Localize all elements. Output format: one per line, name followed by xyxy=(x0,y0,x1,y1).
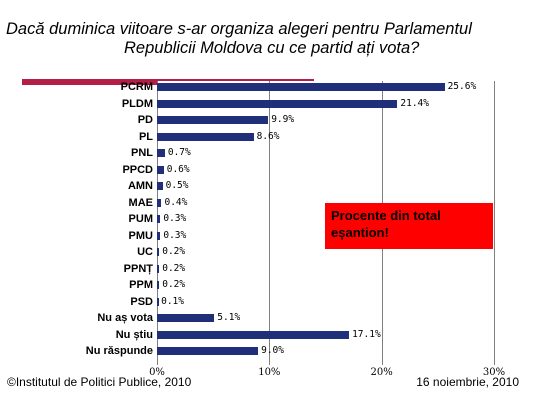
value-label: 0.7% xyxy=(167,147,191,158)
value-label: 9.0% xyxy=(261,345,284,356)
bar xyxy=(157,149,165,157)
category-label: PCRM xyxy=(120,81,153,93)
bar xyxy=(157,264,160,273)
category-label: Nu știu xyxy=(115,328,153,341)
category-label: PMU xyxy=(128,229,153,242)
value-label: 9.9% xyxy=(271,114,295,125)
footer-date: 16 noiembrie, 2010 xyxy=(416,375,519,389)
value-label: 0.4% xyxy=(164,196,188,208)
category-label: PPM xyxy=(129,279,153,291)
value-label: 21.4% xyxy=(400,97,429,109)
value-label: 17.1% xyxy=(352,328,381,340)
footer-source: ©Institutul de Politici Publice, 2010 xyxy=(7,375,192,389)
value-label: 0.6% xyxy=(166,163,190,175)
category-label: PD xyxy=(137,114,153,126)
category-label: PPCD xyxy=(122,163,153,176)
category-label: PUM xyxy=(128,213,153,225)
bar xyxy=(157,132,254,141)
callout-box: Procente din total eșantion! xyxy=(325,203,493,249)
title-line-2: Republicii Moldova cu ce partid ați vota… xyxy=(124,39,420,57)
chart-title: Dacă duminica viitoare s-ar organiza ale… xyxy=(6,20,528,58)
value-label: 0.2% xyxy=(162,246,186,257)
bar xyxy=(157,297,159,306)
category-label: Nu aș vota xyxy=(97,312,153,324)
category-label: AMN xyxy=(127,180,153,192)
category-label: PPNȚ xyxy=(123,262,153,275)
x-tick-label: 20% xyxy=(370,367,393,378)
title-line-1: Dacă duminica viitoare s-ar organiza ale… xyxy=(6,20,472,38)
bar xyxy=(157,182,163,190)
value-label: 0.2% xyxy=(162,279,186,290)
category-label: PNL xyxy=(131,147,153,159)
bar xyxy=(157,83,445,91)
bar xyxy=(157,248,160,256)
bar xyxy=(157,330,350,339)
x-tick-label: 30% xyxy=(482,367,506,378)
category-label: UC xyxy=(137,246,153,258)
bar xyxy=(157,198,162,207)
value-label: 0.5% xyxy=(165,180,189,191)
gridline xyxy=(157,81,158,365)
x-tick-label: 0% xyxy=(149,367,165,378)
value-label: 5.1% xyxy=(217,312,241,323)
x-tick-label: 10% xyxy=(258,367,281,378)
category-label: PL xyxy=(138,130,153,143)
bar xyxy=(157,165,164,174)
bar xyxy=(157,281,160,289)
bar xyxy=(157,99,398,108)
bar xyxy=(157,231,161,240)
gridline xyxy=(494,81,495,365)
gridline xyxy=(269,81,271,365)
bar xyxy=(157,116,269,124)
value-label: 0.1% xyxy=(161,295,184,307)
value-label: 25.6% xyxy=(447,81,477,92)
bar xyxy=(157,215,161,223)
value-label: 0.3% xyxy=(163,229,187,241)
value-label: 0.2% xyxy=(162,262,186,274)
value-label: 0.3% xyxy=(163,213,187,224)
bar xyxy=(157,314,215,322)
bar xyxy=(157,347,259,355)
category-label: MAE xyxy=(128,196,153,209)
category-label: PSD xyxy=(130,295,153,308)
category-label: PLDM xyxy=(121,97,153,110)
category-label: Nu răspunde xyxy=(85,345,153,357)
plot-area: 25.6% 21.4% 9.9% 8.6% 0.7% 0.6% 0.5% 0.4% 0.3% 0.… xyxy=(157,81,495,365)
value-label: 8.6% xyxy=(256,130,280,142)
